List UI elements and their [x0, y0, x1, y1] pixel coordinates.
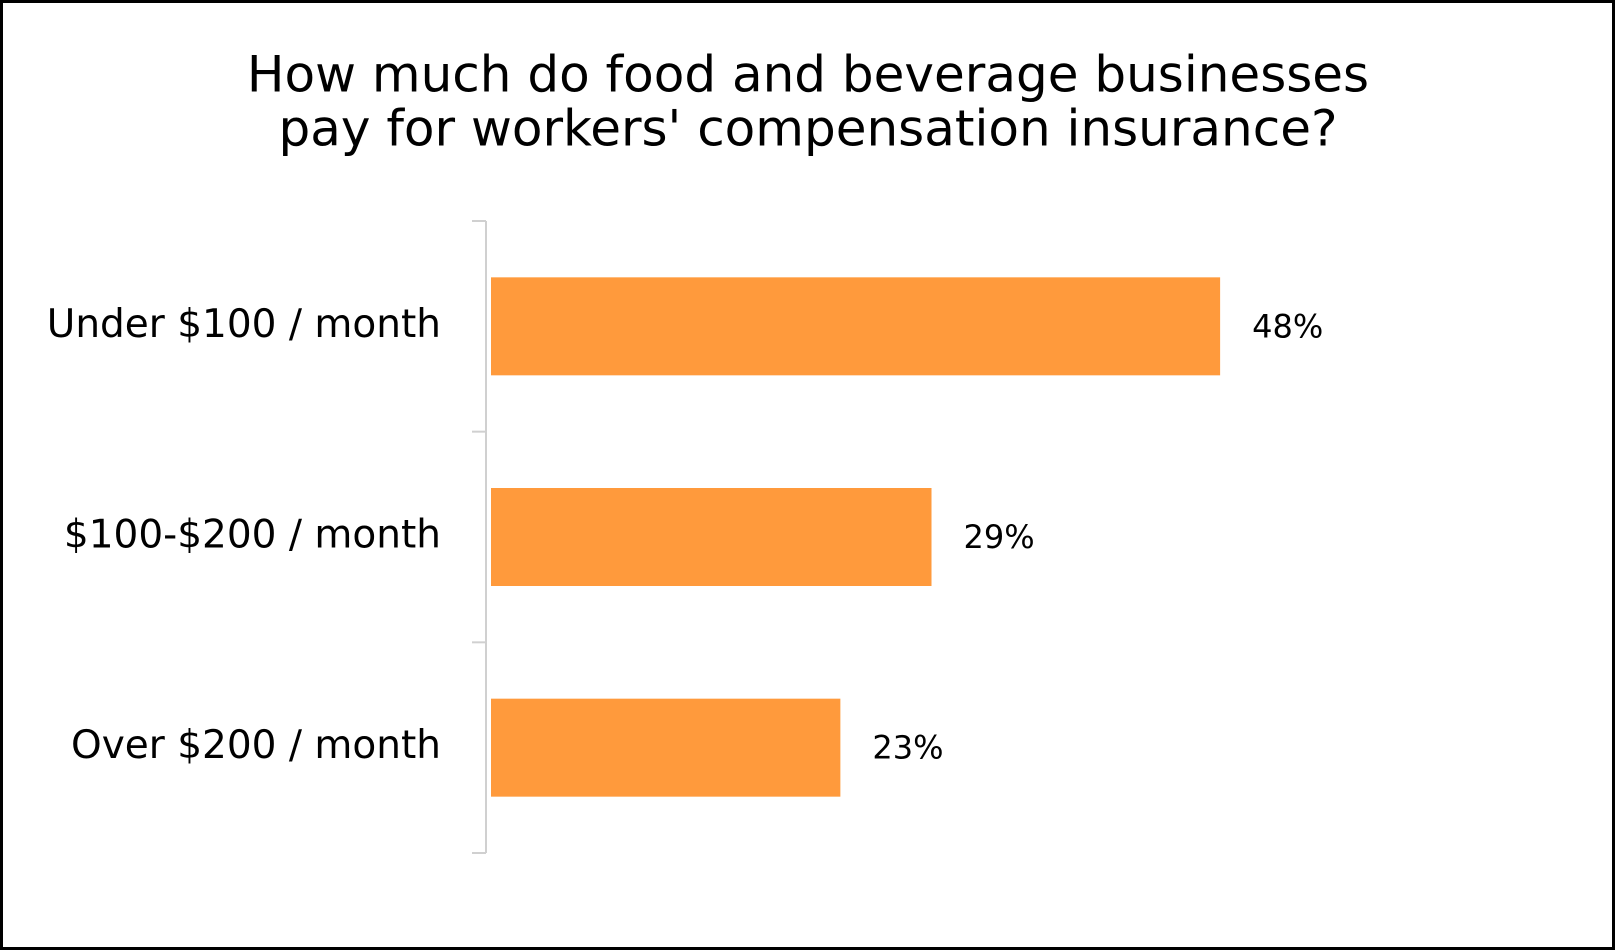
chart-title: How much do food and beverage businesses [247, 46, 1369, 104]
bar [491, 488, 932, 586]
chart-title: pay for workers' compensation insurance? [278, 100, 1337, 158]
y-tick-label: Under $100 / month [47, 302, 441, 347]
y-tick-label: Over $200 / month [71, 723, 441, 768]
data-label: 48% [1252, 307, 1323, 345]
data-label: 23% [872, 729, 943, 767]
data-label: 29% [964, 518, 1035, 556]
bar [491, 698, 841, 797]
bar [491, 277, 1221, 376]
y-tick-label: $100-$200 / month [64, 513, 441, 558]
